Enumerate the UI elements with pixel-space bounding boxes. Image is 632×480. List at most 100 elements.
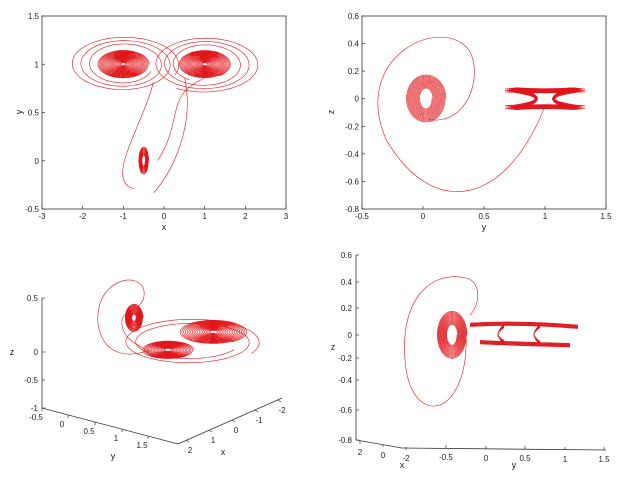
attractor-bowtie-strand xyxy=(469,324,579,345)
attractor-bowtie-strand xyxy=(469,321,579,347)
panel-3d-left-xtick-mark xyxy=(185,439,190,443)
panel-xy-ytick-label: 0.5 xyxy=(28,109,40,118)
panel-yz-xtick-label: 1 xyxy=(543,212,548,221)
panel-3d-right-ytick-label: -0.5 xyxy=(439,453,453,462)
panel-3d-left-xaxis xyxy=(177,397,283,445)
panel-3d-left-ytick-label: 1.5 xyxy=(136,441,148,450)
panel-3d-left-xtick-mark xyxy=(254,409,259,413)
panel-xy-ylabel: y xyxy=(14,109,24,114)
panel-3d-right-trajectory xyxy=(404,276,579,407)
panel-3d-left-ytick-label: 1 xyxy=(114,434,119,443)
panel-yz-ytick-label: -0.4 xyxy=(345,150,359,159)
panel-3d-right-ztick-label: -0.4 xyxy=(338,376,352,385)
attractor-outer-ring xyxy=(125,319,260,363)
panel-yz-ytick-label: -0.6 xyxy=(345,177,359,186)
panel-3d-left-xtick-label: -1 xyxy=(255,416,263,425)
attractor-bowtie-strand xyxy=(504,91,586,106)
attractor-upper-focus xyxy=(125,303,144,332)
attractor-branch-a xyxy=(157,77,205,161)
panel-yz-trajectory xyxy=(377,36,586,192)
panel-xy-frame xyxy=(41,15,287,210)
panel-3d-left-ztick-label: 0.5 xyxy=(27,294,39,303)
panel-yz-ytick-label: -0.2 xyxy=(345,122,359,131)
panel-xy-xlabel: x xyxy=(162,222,167,232)
panel-yz-frame xyxy=(361,15,607,210)
panel-xy-ytick-label: -0.5 xyxy=(25,205,39,214)
panel-3d-right: -0.8 -0.6 -0.4 -0.2 0 0.2 0.4 0.6 2 0 -2 -0.5 0 0.5 1 1… xyxy=(331,251,610,470)
panel-3d-right-xtick-label: 2 xyxy=(358,448,363,457)
panel-3d-right-xaxis xyxy=(355,439,403,449)
panel-yz-ytick-label: 0.2 xyxy=(348,67,360,76)
attractor-outer-right xyxy=(155,37,259,93)
panel-3d-right-ytick-label: 1 xyxy=(563,455,568,464)
attractor-outer-loop xyxy=(97,279,151,355)
panel-yz-xtick-label: 0.5 xyxy=(478,212,490,221)
panel-3d-left-xtick-label: -2 xyxy=(278,406,286,415)
panel-yz-ytick-label: 0 xyxy=(355,95,360,104)
panel-3d-right-zlabel: z xyxy=(331,342,336,352)
attractor-outer-left xyxy=(72,37,179,90)
panel-3d-left-ztick-label: 0 xyxy=(34,348,39,357)
panel-yz-ytick-label: 0.6 xyxy=(348,12,360,21)
panel-3d-left-xtick-mark xyxy=(208,429,213,433)
panel-3d-right-ztick-label: 0.4 xyxy=(341,278,353,287)
panel-3d-left-ylabel: y xyxy=(111,451,116,461)
attractor-bowtie-strand xyxy=(469,322,579,347)
panel-xy-xtick-label: 0 xyxy=(162,212,167,221)
panel-3d-left-yaxis xyxy=(41,407,179,445)
panel-3d-right-xlabel: x xyxy=(400,460,405,470)
panel-3d-right-ytick-label: 1.5 xyxy=(598,455,610,464)
attractor-outer-loop xyxy=(377,36,546,192)
panel-yz-ytick-label: 0.4 xyxy=(348,40,360,49)
attractor-focus-spiral xyxy=(437,310,468,359)
panel-3d-right-ztick-label: 0.2 xyxy=(341,304,353,313)
attractor-bowtie-strand xyxy=(469,325,579,344)
panel-xy-ytick-label: 0 xyxy=(35,157,40,166)
attractor-branch-c xyxy=(153,78,188,193)
panel-3d-left-ytick-label: -0.5 xyxy=(29,413,43,422)
panel-xy-xtick-label: 3 xyxy=(284,212,289,221)
panel-3d-left-xtick-label: 0 xyxy=(234,426,239,435)
attractor-lower-focus xyxy=(138,146,149,175)
panel-yz-ytick-label: -0.8 xyxy=(345,205,359,214)
panel-3d-left-xtick-mark xyxy=(231,419,236,423)
attractor-bowtie-strand xyxy=(469,323,579,346)
panel-3d-left-xtick-mark xyxy=(277,399,282,403)
attractor-lobe-left xyxy=(97,50,150,79)
panel-xy: -3 -2 -1 0 1 2 3 -0.5 0 0.5 1 1.5 x y xyxy=(14,12,289,232)
panel-yz-xtick-label: 1.5 xyxy=(600,212,612,221)
panel-3d-right-ztick-label: 0.6 xyxy=(341,251,353,260)
panel-yz-ylabel: z xyxy=(326,109,336,114)
attractor-bowtie-strand xyxy=(469,322,579,347)
panel-xy-ytick-label: 1 xyxy=(35,60,40,69)
panel-3d-right-ytick-label: 0 xyxy=(484,454,489,463)
panel-3d-left-ytick-label: 0.5 xyxy=(83,427,95,436)
panel-xy-ytick-label: 1.5 xyxy=(28,12,40,21)
panel-xy-xtick-label: -3 xyxy=(38,212,46,221)
panel-3d-left-trajectory xyxy=(97,279,260,363)
panel-3d-left-xtick-label: 2 xyxy=(188,446,193,455)
panel-3d-left-zlabel: z xyxy=(10,347,15,357)
attractor-bowtie-strand xyxy=(469,324,579,345)
attractor-lobe-center xyxy=(142,340,195,359)
panel-3d-right-ylabel: y xyxy=(512,460,517,470)
panel-3d-right-xtick-label: -2 xyxy=(402,454,410,463)
panel-3d-right-xtick-label: 0 xyxy=(381,451,386,460)
panel-xy-xtick-label: 1 xyxy=(202,212,207,221)
panel-3d-right-ztick-label: -0.6 xyxy=(338,406,352,415)
panel-xy-xtick-label: -2 xyxy=(79,212,87,221)
attractor-branch-b xyxy=(122,82,154,190)
panel-3d-left-xlabel: x xyxy=(221,447,226,457)
panel-yz-xtick-label: -0.5 xyxy=(355,212,369,221)
panel-yz-xlabel: y xyxy=(482,222,487,232)
panel-3d-right-ztick-label: -0.2 xyxy=(338,354,352,363)
attractor-bowtie-strand xyxy=(469,323,579,346)
panel-xy-xtick-label: 2 xyxy=(243,212,248,221)
panel-yz: -0.5 0 0.5 1 1.5 -0.8-0.6-0.4-0.200.20.40.6 … xyxy=(326,12,612,232)
panel-3d-right-ytick-label: 0.5 xyxy=(519,454,531,463)
panel-3d-left-ytick-label: 0 xyxy=(60,420,65,429)
panel-3d-left-xtick-label: 1 xyxy=(211,436,216,445)
attractor-bowtie-strand xyxy=(469,323,579,345)
panel-3d-right-ztick-label: -0.8 xyxy=(338,436,352,445)
panel-xy-trajectory xyxy=(72,37,259,193)
